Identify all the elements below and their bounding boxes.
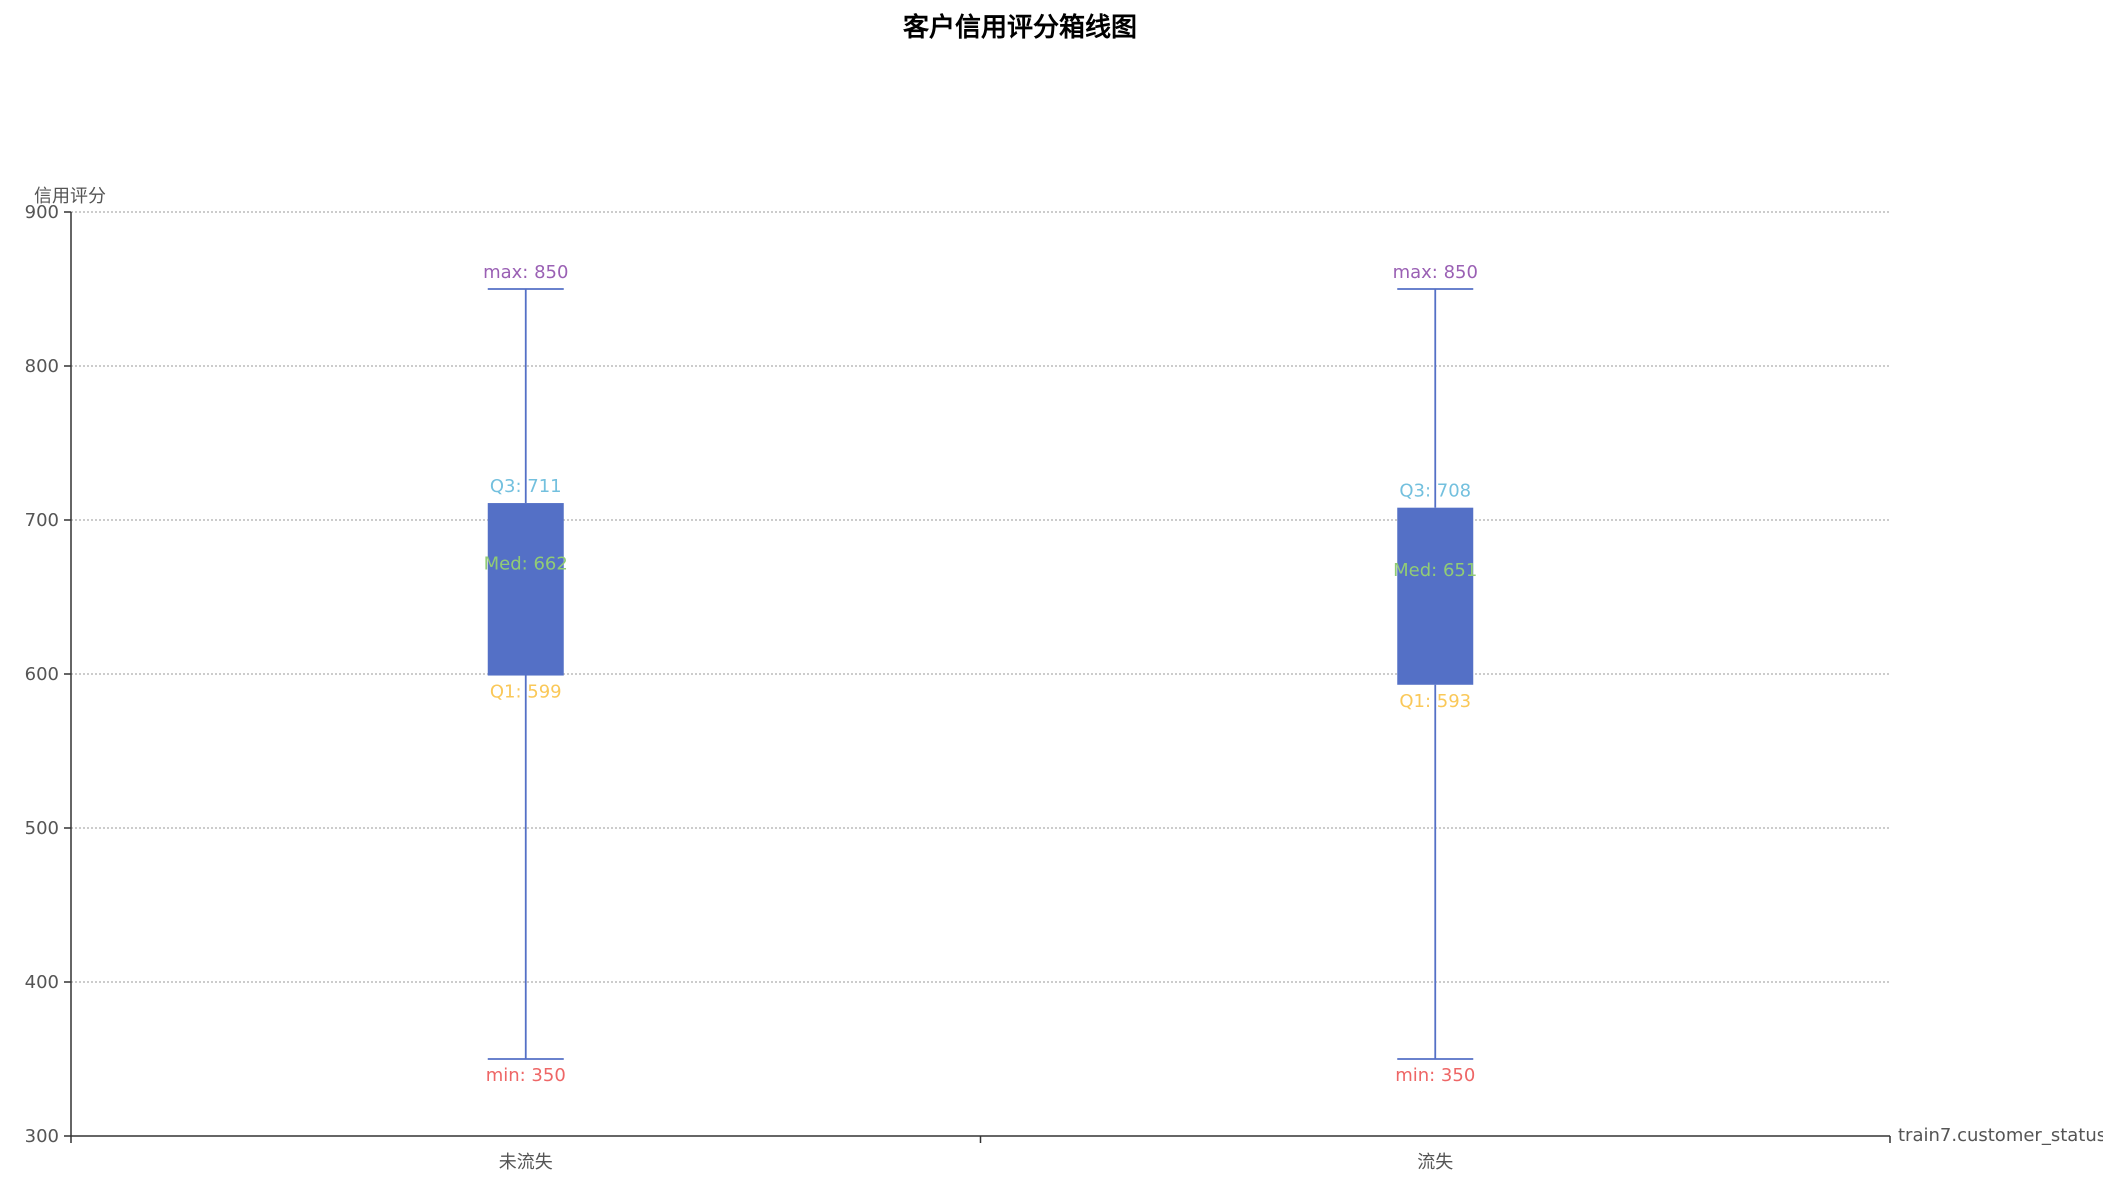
y-tick-label: 400	[25, 972, 59, 993]
chart-title: 客户信用评分箱线图	[903, 12, 1137, 43]
y-tick-label: 300	[25, 1126, 59, 1147]
q3-label: Q3: 711	[490, 476, 562, 497]
x-tick-label: 流失	[1417, 1152, 1453, 1173]
median-label: Med: 662	[484, 553, 568, 574]
grid	[71, 211, 1890, 983]
y-axis-label: 信用评分	[34, 186, 106, 207]
max-label: max: 850	[483, 262, 568, 283]
q1-label: Q1: 599	[490, 682, 562, 703]
y-tick-label: 600	[25, 664, 59, 685]
iqr-box	[487, 503, 564, 676]
x-axis-label: train7.customer_status	[1898, 1125, 2103, 1146]
min-label: min: 350	[486, 1065, 566, 1086]
axes: 300 400 500 600 700 800 900 未流失 流失	[25, 202, 1891, 1173]
min-label: min: 350	[1395, 1065, 1475, 1086]
max-label: max: 850	[1393, 262, 1478, 283]
y-tick-label: 800	[25, 356, 59, 377]
median-label: Med: 651	[1393, 560, 1477, 581]
q1-label: Q1: 593	[1399, 691, 1471, 712]
y-tick-label: 900	[25, 202, 59, 223]
box-1: max: 850 Q3: 708 Med: 651 Q1: 593 min: 350	[1393, 262, 1478, 1086]
y-tick-label: 700	[25, 510, 59, 531]
x-tick-label: 未流失	[499, 1152, 553, 1173]
y-tick-label: 500	[25, 818, 59, 839]
q3-label: Q3: 708	[1399, 481, 1471, 502]
box-0: max: 850 Q3: 711 Med: 662 Q1: 599 min: 350	[483, 262, 568, 1086]
iqr-box	[1397, 507, 1474, 685]
